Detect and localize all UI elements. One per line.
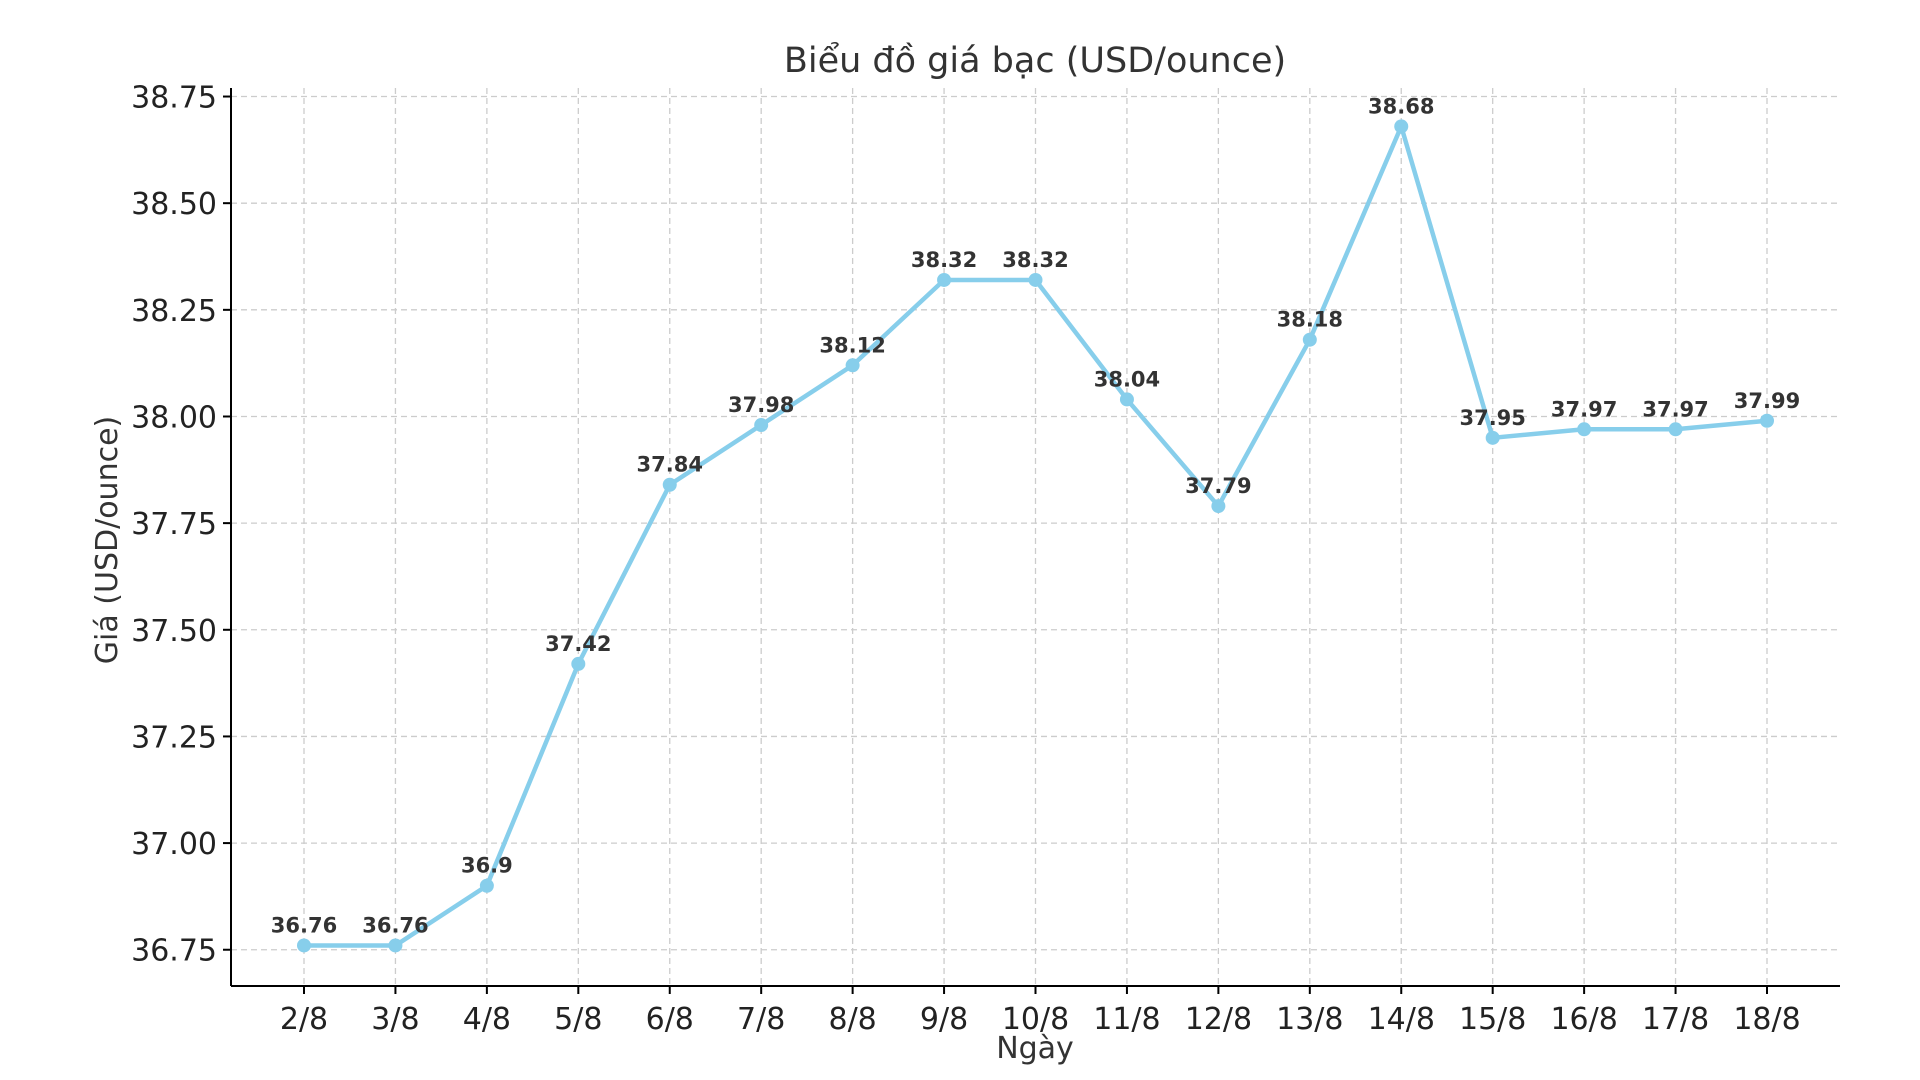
data-label: 38.68 (1368, 94, 1434, 118)
data-point (937, 272, 952, 287)
x-tick-label: 11/8 (1093, 1002, 1160, 1037)
data-label: 38.04 (1094, 367, 1160, 391)
data-point (297, 938, 311, 953)
data-point (1577, 422, 1592, 437)
x-tick-label: 3/8 (371, 1002, 419, 1037)
data-label: 37.84 (637, 453, 703, 477)
x-tick-label: 16/8 (1550, 1002, 1617, 1037)
data-point (1211, 499, 1226, 514)
data-label: 36.76 (362, 913, 428, 937)
y-tick-label: 37.25 (131, 720, 217, 755)
x-tick-label: 7/8 (737, 1002, 785, 1037)
data-point (1394, 119, 1409, 134)
grid (231, 88, 1840, 986)
y-tick-label: 38.50 (131, 187, 217, 222)
data-label: 38.32 (1002, 248, 1068, 272)
x-tick-label: 14/8 (1368, 1002, 1435, 1037)
data-point (662, 477, 677, 492)
x-tick-label: 9/8 (920, 1002, 968, 1037)
y-axis-label: Giá (USD/ounce) (90, 416, 125, 664)
y-tick-label: 36.75 (131, 934, 217, 969)
y-tick-label: 37.75 (131, 507, 217, 542)
x-tick-label: 6/8 (646, 1002, 694, 1037)
y-tick-label: 37.00 (131, 827, 217, 862)
x-tick-label: 8/8 (828, 1002, 876, 1037)
x-tick-label: 2/8 (280, 1002, 328, 1037)
y-tick-label: 37.50 (131, 614, 217, 649)
x-tick-label: 13/8 (1276, 1002, 1343, 1037)
data-label: 37.99 (1734, 389, 1800, 413)
data-point (1668, 422, 1683, 437)
data-label: 37.97 (1642, 397, 1708, 421)
y-tick-label: 38.75 (131, 81, 217, 116)
x-tick-label: 18/8 (1733, 1002, 1800, 1037)
x-tick-label: 17/8 (1642, 1002, 1709, 1037)
data-label: 38.32 (911, 248, 977, 272)
data-point (754, 418, 769, 433)
data-label: 37.95 (1459, 406, 1525, 430)
x-tick-label: 10/8 (1002, 1002, 1069, 1037)
data-label: 37.79 (1185, 474, 1251, 498)
data-point (1119, 392, 1134, 407)
data-point (1760, 413, 1774, 428)
x-tick-label: 15/8 (1459, 1002, 1526, 1037)
x-tick-label: 4/8 (463, 1002, 511, 1037)
chart-title: Biểu đồ giá bạc (USD/ounce) (784, 40, 1286, 81)
data-point (479, 878, 494, 893)
data-label: 38.12 (819, 333, 885, 357)
data-label: 36.76 (271, 913, 337, 937)
data-point (1028, 272, 1043, 287)
data-label: 37.97 (1551, 397, 1617, 421)
x-axis-label: Ngày (996, 1031, 1074, 1066)
data-label: 37.98 (728, 393, 794, 417)
x-tick-label: 5/8 (554, 1002, 602, 1037)
tick-labels: 36.75 37.00 37.25 37.50 37.75 38.00 38.25 38.50… (131, 81, 1801, 1037)
data-labels: 36.76 36.76 36.9 37.42 37.84 37.98 38.12 38.32 3… (271, 94, 1800, 937)
series (297, 119, 1774, 953)
data-label: 36.9 (461, 854, 513, 878)
data-point (845, 358, 860, 373)
data-point (1302, 332, 1317, 347)
y-tick-label: 38.00 (131, 400, 217, 435)
data-point (571, 656, 586, 671)
x-tick-label: 12/8 (1185, 1002, 1252, 1037)
axes (223, 88, 1840, 994)
y-tick-label: 38.25 (131, 294, 217, 329)
data-point (388, 938, 403, 953)
data-point (1485, 430, 1500, 445)
data-label: 37.42 (545, 632, 611, 656)
data-label: 38.18 (1277, 308, 1343, 332)
